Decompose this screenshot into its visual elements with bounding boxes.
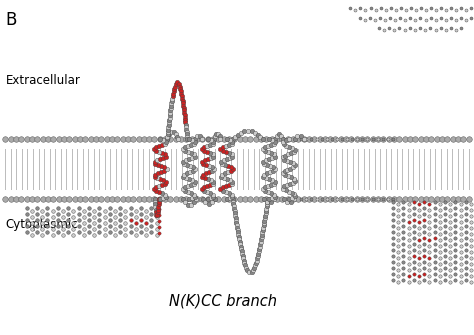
Text: B: B xyxy=(5,11,17,29)
Text: Cytoplasmic: Cytoplasmic xyxy=(5,218,78,231)
Text: Extracellular: Extracellular xyxy=(5,74,80,87)
Text: N(K)CC branch: N(K)CC branch xyxy=(169,293,277,309)
